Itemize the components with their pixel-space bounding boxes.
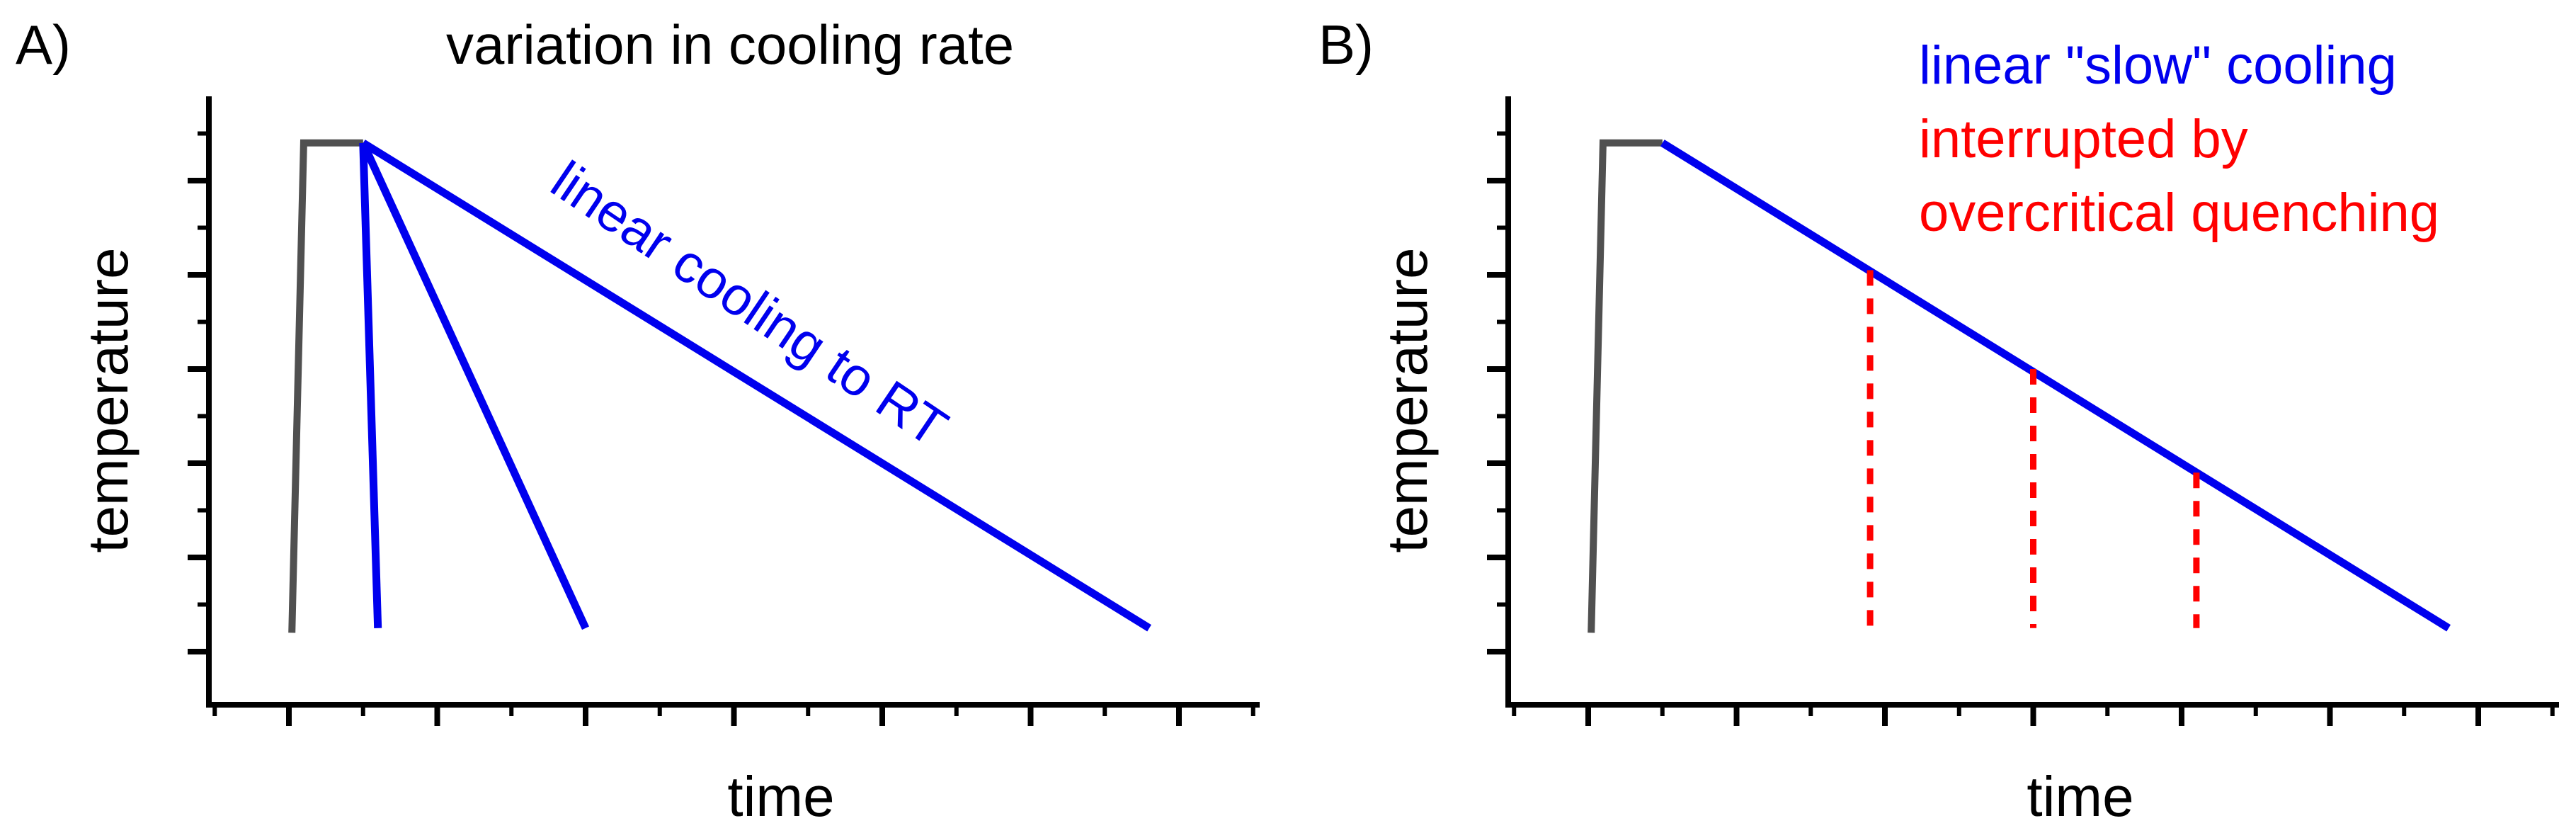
panel-b-y-title: temperature [1376,247,1439,552]
panel-b-label: B) [1318,13,1374,76]
panel-b-series-linear-slow-cooling [1660,140,2451,632]
panel-a-x-title: time [727,765,834,828]
panel-b-series [1588,139,2451,633]
panel-a-series-fast-cooling [359,142,382,628]
panel-a-y-title: temperature [76,247,139,552]
panel-a-series [288,139,1151,633]
panel-b-annotation-slow-cooling: linear "slow" cooling [1919,35,2397,96]
panel-b-series-heating-and-hold [1588,139,1663,633]
panel-a-series-medium-cooling [359,141,589,630]
panel-a-title: variation in cooling rate [446,13,1014,76]
panel-a-label: A) [16,13,71,76]
panel-b-ticks [1487,131,2555,726]
panel-a-annotation: linear cooling to RT [540,150,957,459]
panel-a-series-slow-cooling [360,140,1151,632]
panel-a: A) variation in cooling rate temperature… [16,13,1260,828]
panel-b: B) temperature time linear "slow" coolin… [1318,13,2559,828]
panel-a-ticks [188,131,1255,726]
panel-a-series-heating-and-hold [288,139,363,633]
panel-b-annotation-quenching: overcritical quenching [1919,183,2439,243]
panel-b-x-title: time [2027,765,2133,828]
panel-b-annotation-interrupted: interrupted by [1919,109,2248,169]
